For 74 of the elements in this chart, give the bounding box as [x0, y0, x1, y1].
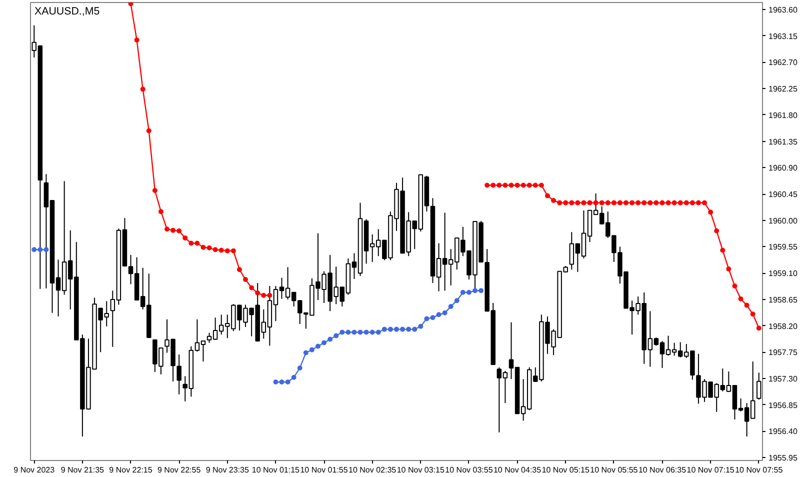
point: [400, 326, 406, 332]
y-tick-label: 1960.00: [768, 216, 798, 226]
point: [466, 290, 472, 295]
point: [376, 330, 381, 335]
point: [291, 374, 296, 380]
point: [32, 247, 37, 252]
point: [315, 344, 320, 349]
point: [334, 333, 339, 338]
point: [358, 330, 363, 335]
x-tick-label: 10 Nov 07:15: [686, 466, 735, 474]
point: [352, 330, 357, 335]
point: [406, 326, 412, 332]
y-tick-label: 1960.45: [768, 190, 798, 200]
candlestick: [756, 372, 762, 400]
point: [430, 315, 436, 320]
y-tick-label: 1958.20: [768, 322, 798, 331]
x-tick-label: 9 Nov 21:35: [60, 466, 105, 474]
point: [340, 330, 345, 335]
y-tick-label: 1956.85: [768, 400, 798, 410]
point: [44, 247, 49, 252]
y-tick-label: 1962.25: [768, 84, 798, 94]
x-tick-label: 10 Nov 05:55: [590, 466, 638, 474]
y-tick-label: 1961.35: [768, 137, 798, 146]
x-tick-label: 9 Nov 23:35: [206, 466, 250, 474]
point: [472, 288, 478, 294]
x-tick-label: 10 Nov 03:15: [396, 466, 446, 474]
x-tick-label: 10 Nov 02:35: [348, 466, 397, 474]
y-tick-label: 1960.90: [768, 164, 798, 173]
point: [346, 330, 351, 335]
point: [442, 310, 448, 316]
point: [297, 365, 302, 370]
y-tick-label: 1963.60: [768, 6, 798, 15]
point: [38, 247, 43, 252]
y-tick-label: 1957.30: [768, 374, 798, 384]
y-tick-label: 1958.65: [768, 295, 798, 304]
x-tick-label: 10 Nov 03:55: [445, 466, 494, 474]
point: [478, 288, 484, 294]
y-tick-label: 1961.80: [768, 110, 798, 120]
x-tick-label: 10 Nov 01:55: [300, 466, 348, 474]
point: [424, 316, 430, 322]
point: [382, 326, 387, 332]
y-tick-label: 1963.15: [768, 32, 798, 41]
y-tick-label: 1959.55: [768, 242, 798, 252]
x-tick-label: 10 Nov 01:15: [252, 466, 300, 474]
point: [394, 326, 399, 332]
y-tick-label: 1962.70: [768, 58, 798, 68]
point: [303, 350, 308, 356]
x-tick-label: 9 Nov 2023: [14, 466, 56, 474]
point: [364, 330, 369, 335]
y-tick-label: 1955.95: [768, 454, 798, 463]
y-tick-label: 1957.75: [768, 348, 798, 358]
point: [273, 380, 278, 385]
point: [412, 326, 418, 332]
point: [418, 324, 424, 329]
point: [322, 340, 327, 346]
point: [309, 347, 314, 352]
chart-title: XAUUSD.,M5: [34, 6, 100, 18]
point: [328, 336, 333, 342]
point: [436, 312, 442, 318]
x-tick-label: 10 Nov 06:35: [638, 466, 687, 474]
point: [454, 298, 460, 304]
x-tick-label: 10 Nov 07:55: [735, 466, 784, 474]
x-tick-label: 9 Nov 22:55: [158, 466, 202, 474]
x-tick-label: 10 Nov 04:35: [493, 466, 542, 474]
point: [448, 304, 454, 309]
point: [460, 290, 466, 295]
y-tick-label: 1956.40: [768, 427, 798, 436]
point: [279, 380, 284, 385]
x-tick-label: 10 Nov 05:15: [542, 466, 590, 474]
x-tick-label: 9 Nov 22:15: [109, 466, 153, 474]
point: [285, 380, 290, 385]
point: [388, 326, 393, 332]
y-tick-label: 1959.10: [768, 269, 798, 278]
point: [370, 330, 375, 335]
